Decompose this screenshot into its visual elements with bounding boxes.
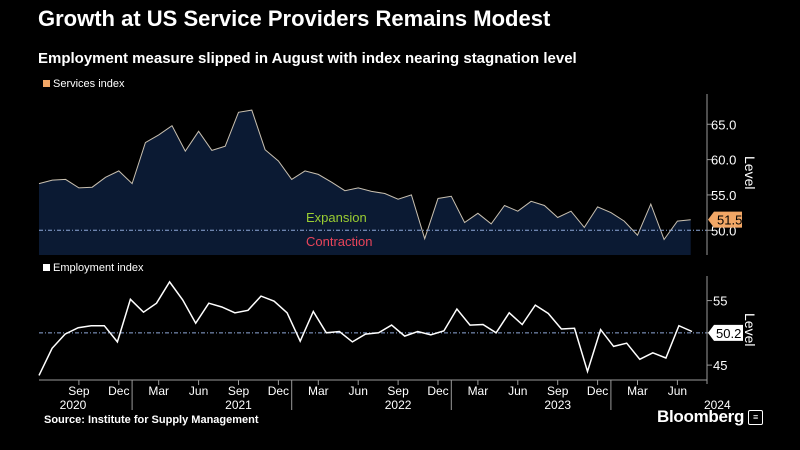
- x-month-label: Jun: [349, 384, 368, 398]
- x-month-label: Sep: [387, 384, 409, 398]
- x-month-label: Dec: [268, 384, 289, 398]
- employment-legend-swatch: [43, 264, 50, 271]
- employment-legend: Employment index: [53, 262, 144, 274]
- x-month-label: Dec: [108, 384, 129, 398]
- x-month-label: Sep: [228, 384, 250, 398]
- x-month-label: Dec: [587, 384, 608, 398]
- services-callout-shape: [708, 211, 742, 228]
- x-month-label: Jun: [508, 384, 527, 398]
- x-axis: Sep Dec Mar Jun Sep Dec Mar Jun Sep Dec Mar Jun Sep D…: [39, 379, 731, 412]
- x-month-label: Mar: [468, 384, 489, 398]
- x-year-label: 2023: [544, 398, 571, 412]
- employment-callout: 50.2: [708, 324, 743, 341]
- services-y-tick-label: 65.0: [711, 117, 736, 132]
- employment-callout-value: 50.2: [716, 326, 741, 341]
- services-panel: 50.055.060.065.0 Services index Expansio…: [38, 78, 758, 255]
- services-callout: 51.5: [708, 211, 742, 228]
- x-year-label: 2020: [60, 398, 87, 412]
- expansion-label: Expansion: [306, 210, 367, 225]
- brand-name: Bloomberg: [657, 407, 745, 426]
- services-area: [39, 110, 691, 255]
- chart-title: Growth at US Service Providers Remains M…: [38, 6, 551, 31]
- employment-panel: 455055 Employment index Level 50.2: [38, 262, 758, 384]
- x-month-label: Mar: [627, 384, 648, 398]
- bloomberg-logo: Bloomberg ≡: [657, 407, 764, 427]
- employment-line: [38, 280, 693, 376]
- services-legend: Services index: [53, 78, 125, 90]
- source-note: Source: Institute for Supply Management: [44, 414, 259, 426]
- employment-y-label: Level: [742, 313, 758, 346]
- x-year-label: 2022: [385, 398, 412, 412]
- services-legend-swatch: [43, 80, 50, 87]
- x-month-label: Mar: [308, 384, 329, 398]
- x-year-label: 2021: [225, 398, 252, 412]
- services-callout-value: 51.5: [717, 213, 742, 228]
- x-month-label: Dec: [427, 384, 448, 398]
- services-y-tick-label: 55.0: [711, 188, 736, 203]
- services-y-tick-label: 60.0: [711, 153, 736, 168]
- contraction-label: Contraction: [306, 234, 372, 249]
- chart-subtitle: Employment measure slipped in August wit…: [38, 50, 577, 67]
- x-month-label: Jun: [189, 384, 208, 398]
- terminal-icon: ≡: [748, 410, 764, 425]
- x-month-label: Mar: [148, 384, 169, 398]
- x-year-label: 2024: [704, 398, 731, 412]
- x-month-label: Sep: [547, 384, 569, 398]
- services-line: [38, 109, 691, 241]
- employment-y-tick-label: 45: [713, 358, 727, 373]
- employment-y-tick-label: 55: [713, 294, 727, 309]
- services-y-label: Level: [742, 156, 758, 189]
- x-month-label: Sep: [68, 384, 90, 398]
- x-month-label: Jun: [668, 384, 687, 398]
- employment-callout-shape: [708, 324, 743, 341]
